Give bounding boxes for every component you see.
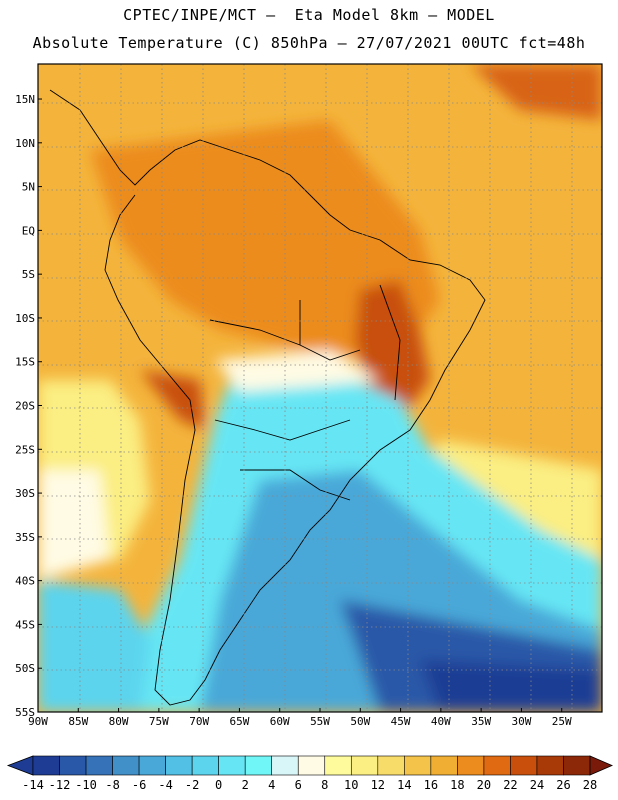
lon-tick-label: 80W: [109, 715, 129, 728]
lon-tick-label: 60W: [270, 715, 290, 728]
colorbar-label: 2: [242, 778, 249, 792]
pacific-pale: [38, 470, 110, 580]
lon-tick-label: 85W: [68, 715, 88, 728]
colorbar-bin: [510, 755, 538, 776]
heat-patch-andes: [140, 370, 205, 430]
lat-tick-label: 55S: [15, 706, 35, 719]
colorbar-bin: [112, 755, 140, 776]
colorbar-bin: [165, 755, 193, 776]
colorbar-label: -10: [75, 778, 97, 792]
colorbar-bin: [297, 755, 326, 776]
colorbar-label: 6: [295, 778, 302, 792]
lat-tick-label: 35S: [15, 531, 35, 544]
lat-tick-label: 25S: [15, 443, 35, 456]
lat-tick-label: 40S: [15, 575, 35, 588]
colorbar-bin: [350, 755, 379, 776]
colorbar-bin: [138, 755, 166, 776]
colorbar-bin: [271, 755, 299, 776]
colorbar-bin: [377, 755, 405, 776]
colorbar-label: 24: [530, 778, 544, 792]
lon-tick-label: 45W: [391, 715, 411, 728]
colorbar-label: -4: [158, 778, 172, 792]
lat-tick-label: 20S: [15, 400, 35, 413]
colorbar-label: 4: [268, 778, 275, 792]
lat-tick-label: 45S: [15, 618, 35, 631]
colorbar-bin: [404, 755, 432, 776]
chart-title-line1: CPTEC/INPE/MCT – Eta Model 8km – MODEL: [123, 6, 495, 24]
colorbar-label: -2: [185, 778, 199, 792]
colorbar-label: -12: [49, 778, 71, 792]
colorbar-bin: [457, 755, 485, 776]
colorbar-label: 16: [424, 778, 438, 792]
colorbar-label: 10: [344, 778, 358, 792]
colorbar-label: 14: [397, 778, 411, 792]
lat-tick-label: 10S: [15, 312, 35, 325]
colorbar-bin: [85, 755, 113, 776]
lon-tick-label: 65W: [229, 715, 249, 728]
colorbar-label: 22: [503, 778, 517, 792]
heat-patch-brazil: [355, 280, 430, 420]
latitude-labels: 15N 10N 5N EQ 5S 10S 15S 20S 25S 30S 35S 40S 45S 50S 5…: [15, 93, 42, 719]
pacific-cold: [38, 580, 150, 712]
transition-pale: [215, 350, 380, 392]
colorbar: -14 -12 -10 -8 -6 -4 -2 0 2 4 6 8 10 12 14 16 18 20 22 24 26…: [6, 755, 614, 792]
colorbar-label: 18: [450, 778, 464, 792]
lat-tick-label: 10N: [15, 137, 35, 150]
colorbar-bin: [324, 755, 352, 776]
longitude-labels: 90W 85W 80W 75W 70W 65W 60W 55W 50W 45W 40W 35W 30W 2…: [28, 708, 572, 728]
lon-tick-label: 55W: [310, 715, 330, 728]
colorbar-bin: [59, 755, 87, 776]
colorbar-label: 20: [477, 778, 491, 792]
chart-title-line2: Absolute Temperature (C) 850hPa – 27/07/…: [32, 34, 586, 52]
lon-tick-label: 90W: [28, 715, 48, 728]
colorbar-bin: [483, 755, 511, 776]
colorbar-bin: [430, 755, 458, 776]
graticule: [38, 64, 602, 712]
colorbar-label: -6: [132, 778, 146, 792]
colorbar-bin: [536, 755, 564, 776]
colorbar-label: -8: [105, 778, 119, 792]
colorbar-max-arrow: [589, 755, 614, 776]
lat-tick-label: 50S: [15, 662, 35, 675]
colorbar-label: 8: [321, 778, 328, 792]
heat-patch-ne: [470, 64, 602, 120]
colorbar-label: 0: [215, 778, 222, 792]
colorbar-bin: [191, 755, 219, 776]
lon-tick-label: 40W: [431, 715, 451, 728]
colorbar-label: -14: [22, 778, 44, 792]
colorbar-bin: [563, 755, 591, 776]
lon-tick-label: 35W: [471, 715, 491, 728]
colorbar-bin: [32, 755, 60, 776]
cold-core-deep: [420, 660, 602, 712]
lon-tick-label: 50W: [350, 715, 370, 728]
colorbar-bin: [218, 755, 246, 776]
lon-tick-label: 75W: [149, 715, 169, 728]
lon-tick-label: 25W: [552, 715, 572, 728]
lat-tick-label: 5N: [22, 181, 35, 194]
colorbar-label: 12: [371, 778, 385, 792]
lon-tick-label: 30W: [511, 715, 531, 728]
lat-tick-label: EQ: [22, 224, 35, 237]
colorbar-label: 26: [556, 778, 570, 792]
lat-tick-label: 15N: [15, 93, 35, 106]
colorbar-label: 28: [583, 778, 597, 792]
tropical-interior: [90, 120, 440, 360]
colorbar-min-arrow: [6, 755, 34, 776]
lon-tick-label: 70W: [189, 715, 209, 728]
colorbar-bin: [244, 755, 273, 776]
coastlines: [49, 89, 486, 706]
lat-tick-label: 15S: [15, 356, 35, 369]
lat-tick-label: 30S: [15, 487, 35, 500]
lat-tick-label: 5S: [22, 268, 35, 281]
